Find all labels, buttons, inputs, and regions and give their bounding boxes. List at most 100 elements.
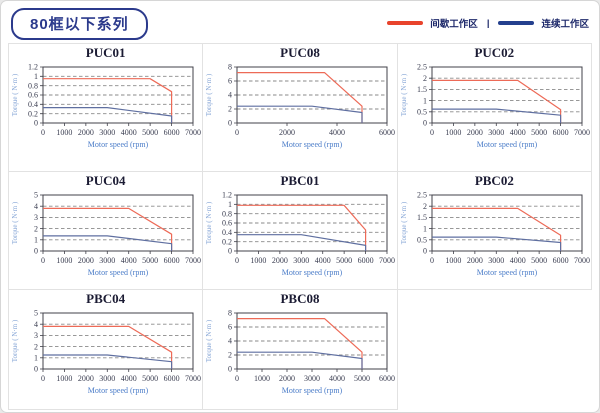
svg-text:4000: 4000 — [121, 128, 137, 137]
chart-cell-puc01: PUC01 0 0.2 0.4 0.6 0.8 1 1.2 0 1000 2000 3000 4000… — [9, 44, 204, 172]
svg-text:5: 5 — [34, 309, 38, 318]
svg-text:3: 3 — [34, 213, 38, 222]
svg-text:6000: 6000 — [379, 128, 395, 137]
charts-grid: PUC01 0 0.2 0.4 0.6 0.8 1 1.2 0 1000 2000 3000 4000… — [8, 43, 592, 410]
chart-cell-pbc04: PBC04 0 1 2 3 4 5 0 1000 2000 3000 4000 5000 6000 700… — [9, 290, 204, 410]
svg-text:3: 3 — [34, 331, 38, 340]
chart-pbc04: 0 1 2 3 4 5 0 1000 2000 3000 4000 5000 6000 7000 Motor… — [11, 309, 201, 395]
chart-title-pbc01: PBC01 — [280, 173, 320, 188]
svg-text:6000: 6000 — [164, 256, 180, 265]
svg-text:3000: 3000 — [99, 256, 115, 265]
svg-text:3000: 3000 — [99, 128, 115, 137]
continuous-zone-swatch — [498, 21, 535, 25]
svg-text:2: 2 — [228, 105, 232, 114]
svg-text:1.5: 1.5 — [417, 213, 427, 222]
svg-text:1.5: 1.5 — [417, 85, 427, 94]
chart-cell-pbc01: PBC01 0 0.2 0.4 0.6 0.8 1 1.2 0 1000 2000 3000 4000… — [203, 172, 398, 290]
svg-text:1000: 1000 — [56, 256, 72, 265]
svg-text:Torque ( N·m ): Torque ( N·m ) — [11, 201, 19, 244]
svg-text:1: 1 — [34, 236, 38, 245]
svg-text:0: 0 — [228, 365, 232, 374]
svg-text:Motor speed (rpm): Motor speed (rpm) — [476, 140, 537, 149]
svg-text:6: 6 — [228, 77, 232, 86]
svg-text:Motor speed (rpm): Motor speed (rpm) — [476, 268, 537, 277]
svg-text:1.2: 1.2 — [28, 63, 38, 72]
svg-text:0.4: 0.4 — [222, 228, 232, 237]
svg-text:Torque ( N·m ): Torque ( N·m ) — [205, 201, 213, 244]
header: 80框以下系列 间歇工作区 | 连续工作区 — [1, 1, 599, 43]
svg-text:0: 0 — [430, 256, 434, 265]
chart-pbc02: 0 0.5 1 1.5 2 2.5 0 1000 2000 3000 4000 5000 6000 700… — [400, 191, 590, 277]
svg-text:4000: 4000 — [329, 374, 345, 383]
svg-text:8: 8 — [228, 309, 232, 318]
continuous-zone-label: 连续工作区 — [541, 19, 589, 30]
svg-text:0: 0 — [235, 128, 239, 137]
svg-text:2: 2 — [423, 74, 427, 83]
legend: 间歇工作区 | 连续工作区 — [387, 16, 589, 30]
svg-text:6000: 6000 — [379, 374, 395, 383]
chart-cell-puc08: PUC08 0 2 4 6 8 0 2000 4000 6000 Motor speed (rpm… — [203, 44, 398, 172]
svg-text:0.6: 0.6 — [222, 219, 232, 228]
svg-text:4000: 4000 — [509, 128, 525, 137]
svg-text:0.8: 0.8 — [222, 209, 232, 218]
svg-text:Torque ( N·m ): Torque ( N·m ) — [400, 73, 408, 116]
chart-cell-pbc08: PBC08 0 2 4 6 8 0 1000 2000 3000 4000 5000 6000 Moto… — [203, 290, 398, 410]
svg-text:2: 2 — [34, 224, 38, 233]
svg-text:3000: 3000 — [488, 128, 504, 137]
svg-text:0: 0 — [228, 119, 232, 128]
chart-title-puc01: PUC01 — [85, 45, 126, 60]
svg-text:3000: 3000 — [488, 256, 504, 265]
svg-text:Motor speed (rpm): Motor speed (rpm) — [88, 386, 149, 395]
svg-text:0: 0 — [235, 256, 239, 265]
svg-text:Torque ( N·m ): Torque ( N·m ) — [11, 73, 19, 116]
chart-title-puc02: PUC02 — [474, 45, 515, 60]
svg-text:7000: 7000 — [574, 256, 590, 265]
svg-text:5000: 5000 — [142, 128, 158, 137]
svg-text:2.5: 2.5 — [417, 191, 427, 200]
svg-text:2000: 2000 — [467, 256, 483, 265]
svg-text:2000: 2000 — [78, 128, 94, 137]
chart-cell-puc02: PUC02 0 0.5 1 1.5 2 2.5 0 1000 2000 3000 4000 5000 6… — [397, 44, 592, 172]
page-title: 80框以下系列 — [11, 8, 148, 40]
svg-text:2000: 2000 — [467, 128, 483, 137]
svg-text:5000: 5000 — [531, 256, 547, 265]
svg-text:8: 8 — [228, 63, 232, 72]
svg-text:6: 6 — [228, 323, 232, 332]
svg-text:7000: 7000 — [185, 128, 201, 137]
svg-text:6000: 6000 — [552, 128, 568, 137]
svg-text:0: 0 — [41, 128, 45, 137]
svg-text:2: 2 — [228, 351, 232, 360]
page-title-text: 80框以下系列 — [30, 16, 129, 33]
chart-title-puc04: PUC04 — [85, 173, 126, 188]
svg-text:7000: 7000 — [379, 256, 395, 265]
svg-text:4: 4 — [228, 337, 232, 346]
svg-text:7000: 7000 — [185, 256, 201, 265]
svg-text:1.2: 1.2 — [222, 191, 232, 200]
svg-text:1000: 1000 — [254, 374, 270, 383]
svg-text:1000: 1000 — [445, 128, 461, 137]
svg-text:0: 0 — [235, 374, 239, 383]
svg-text:0: 0 — [34, 365, 38, 374]
chart-puc01: 00.20.40.60.811.20 1000 2000 3000 4000 5000 60… — [11, 63, 201, 149]
svg-text:6000: 6000 — [164, 374, 180, 383]
intermittent-zone-swatch — [387, 21, 424, 25]
chart-title-pbc02: PBC02 — [474, 173, 514, 188]
svg-text:Motor speed (rpm): Motor speed (rpm) — [282, 268, 343, 277]
svg-text:3000: 3000 — [99, 374, 115, 383]
svg-text:4: 4 — [228, 91, 232, 100]
chart-title-pbc08: PBC08 — [280, 291, 320, 306]
svg-text:0.4: 0.4 — [28, 100, 38, 109]
svg-text:0: 0 — [430, 128, 434, 137]
chart-cell-puc04: PUC04 0 1 2 3 4 5 0 1000 2000 3000 4000 5000 6000 700… — [9, 172, 204, 290]
svg-text:0.5: 0.5 — [417, 108, 427, 117]
svg-text:6000: 6000 — [358, 256, 374, 265]
chart-puc02: 0 0.5 1 1.5 2 2.5 0 1000 2000 3000 4000 5000 6000 700… — [400, 63, 590, 149]
svg-text:1: 1 — [228, 200, 232, 209]
svg-text:1000: 1000 — [251, 256, 267, 265]
svg-text:1000: 1000 — [445, 256, 461, 265]
svg-text:0: 0 — [41, 256, 45, 265]
svg-text:0: 0 — [41, 374, 45, 383]
svg-text:2000: 2000 — [78, 374, 94, 383]
chart-title-pbc04: PBC04 — [86, 291, 126, 306]
